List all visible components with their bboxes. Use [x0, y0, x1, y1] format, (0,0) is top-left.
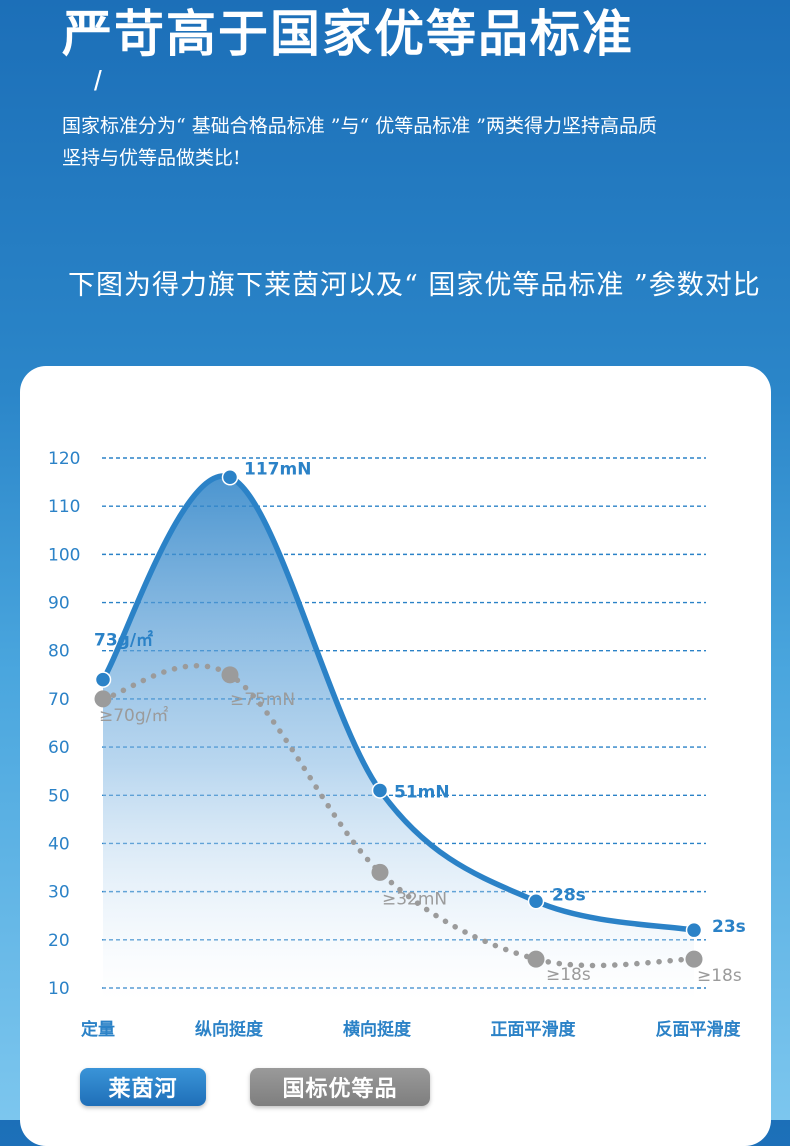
title-slash: /: [94, 65, 102, 96]
data-label-lainhe: 117mN: [244, 459, 311, 479]
data-point-lainhe: [94, 671, 112, 688]
y-tick-label: 90: [48, 594, 70, 614]
y-tick-label: 30: [48, 883, 70, 903]
data-point-lainhe: [371, 782, 389, 799]
legend-item-lainhe[interactable]: 莱茵河: [80, 1068, 206, 1106]
series-area-lainhe: [103, 475, 694, 1000]
data-label-national-standard: ≥18s: [546, 965, 591, 985]
y-tick-label: 110: [48, 497, 80, 517]
y-tick-label: 100: [48, 545, 80, 565]
data-label-national-standard: ≥75mN: [230, 690, 295, 710]
data-point-lainhe: [685, 921, 703, 939]
data-point-national-standard: [527, 950, 545, 968]
data-label-lainhe: 28s: [552, 885, 586, 905]
y-tick-label: 120: [48, 449, 80, 469]
intro-line-1: 国家标准分为“ 基础合格品标准 ”与“ 优等品标准 ”两类得力坚持高品质: [62, 115, 658, 137]
data-point-national-standard: [221, 666, 239, 684]
data-point-national-standard: [371, 863, 389, 881]
data-label-national-standard: ≥18s: [697, 966, 742, 986]
x-tick-label: 横向挺度: [343, 1019, 412, 1040]
data-point-lainhe: [221, 469, 239, 486]
chart-subtitle: 下图为得力旗下莱茵河以及“ 国家优等品标准 ”参数对比: [68, 270, 761, 301]
x-tick-label: 纵向挺度: [195, 1019, 264, 1040]
series-line-lainhe: [100, 473, 697, 933]
x-tick-label: 反面平滑度: [656, 1019, 742, 1040]
x-tick-label: 定量: [81, 1019, 115, 1040]
data-label-national-standard: ≥32mN: [382, 889, 447, 909]
data-point-national-standard: [685, 950, 703, 968]
intro-line-2: 坚持与优等品做类比!: [62, 147, 241, 169]
y-tick-label: 50: [48, 786, 70, 806]
data-label-lainhe: 51mN: [394, 782, 450, 802]
y-tick-label: 70: [48, 690, 70, 710]
legend-item-national-standard[interactable]: 国标优等品: [250, 1068, 430, 1106]
data-point-national-standard: [94, 690, 112, 708]
y-tick-label: 80: [48, 642, 70, 662]
page-title: 严苛高于国家优等品标准: [62, 5, 634, 63]
y-tick-label: 10: [48, 979, 70, 999]
intro-text: 国家标准分为“ 基础合格品标准 ”与“ 优等品标准 ”两类得力坚持高品质 坚持与…: [62, 110, 742, 174]
data-label-national-standard: ≥70g/㎡: [99, 706, 168, 726]
y-tick-label: 60: [48, 738, 70, 758]
x-tick-label: 正面平滑度: [491, 1019, 577, 1040]
y-tick-label: 40: [48, 834, 70, 854]
y-tick-label: 20: [48, 931, 70, 951]
data-label-lainhe: 23s: [712, 917, 746, 937]
data-label-lainhe: 73g/㎡: [94, 630, 153, 651]
data-point-lainhe: [527, 893, 545, 910]
comparison-chart: 10 20 30 40 50 60 70 80 90 100 110 120 73g/㎡ 117mN 51…: [48, 449, 746, 1040]
